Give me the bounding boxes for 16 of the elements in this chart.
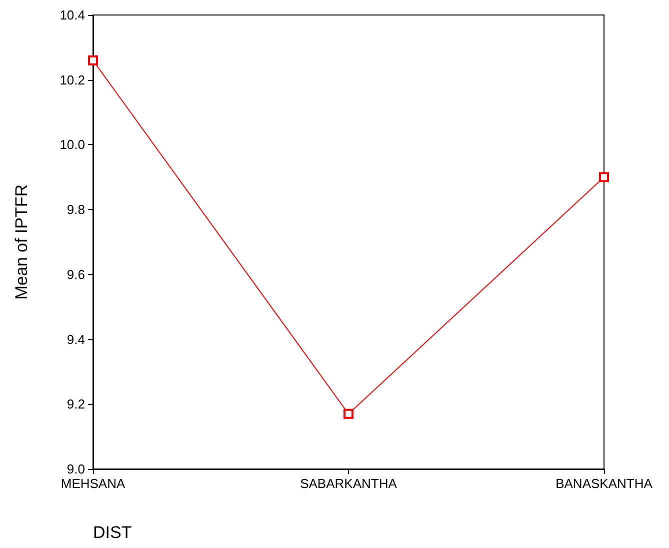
point (88, 55, 98, 66)
y-axis-title: Mean of IPTFR (12, 184, 31, 300)
y-tick-label: 9.0 (66, 462, 85, 476)
x-tick-label: SABARKANTHA (300, 476, 398, 491)
point (344, 408, 354, 419)
x-tick-label: BANASKANTHA (556, 476, 653, 491)
point (599, 172, 609, 182)
y-tick-label: 10.4 (60, 8, 85, 22)
y-tick-label: 9.2 (66, 396, 85, 412)
x-tick-label: MEHSANA (60, 476, 126, 491)
y-tick-label: 10.0 (60, 137, 85, 152)
y-tick-label: 9.4 (66, 332, 85, 347)
x-axis-title: DIST (93, 523, 132, 542)
y-tick-label: 9.6 (66, 266, 85, 282)
y-tick-label: 10.2 (60, 72, 85, 88)
y-tick-label: 9.8 (66, 202, 85, 218)
